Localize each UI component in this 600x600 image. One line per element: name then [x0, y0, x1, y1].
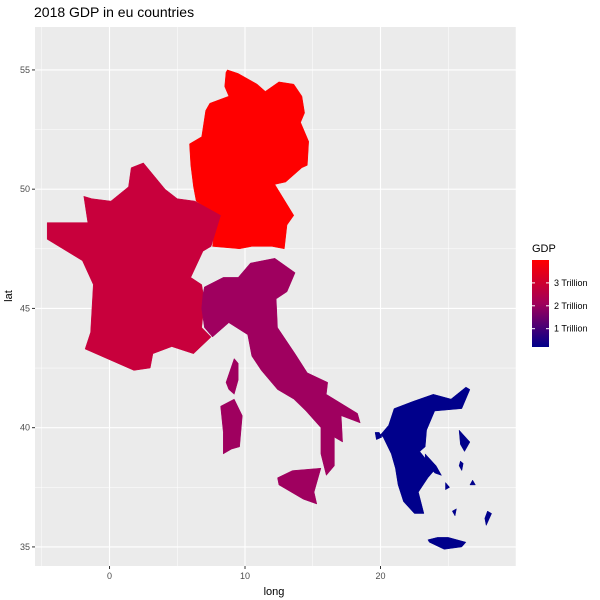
legend-break-label: 1 Trillion — [554, 324, 588, 334]
region-greece-part — [427, 537, 467, 550]
x-axis-label: long — [264, 586, 285, 598]
legend: GDP 1 Trillion 2 Trillion 3 Trillion — [532, 243, 588, 347]
legend-break-label: 2 Trillion — [554, 301, 588, 311]
y-tick-label: 55 — [20, 65, 30, 75]
region-greece-part — [458, 429, 471, 453]
y-tick-label: 35 — [20, 542, 30, 552]
region-greece-part — [424, 453, 443, 476]
country-regions — [46, 69, 492, 550]
x-tick-label: 0 — [107, 571, 112, 581]
region-greece — [380, 386, 471, 514]
y-tick-label: 45 — [20, 303, 30, 313]
chart-title: 2018 GDP in eu countries — [34, 4, 194, 20]
region-greece-part — [469, 479, 476, 486]
region-italy — [201, 258, 361, 476]
x-tick-label: 10 — [240, 571, 250, 581]
region-italy-part — [220, 398, 243, 455]
region-greece-part — [445, 481, 450, 491]
y-axis-label: lat — [3, 290, 15, 302]
region-greece-part — [451, 508, 457, 517]
region-germany — [189, 69, 309, 250]
legend-colorbar — [532, 260, 549, 347]
region-italy-part — [277, 467, 322, 505]
y-tick-label: 50 — [20, 184, 30, 194]
region-greece-part — [458, 460, 464, 472]
x-tick-label: 20 — [375, 571, 385, 581]
axis-ticks: 0 10 20 35 40 45 50 55 — [20, 65, 386, 581]
region-greece-part — [484, 510, 492, 527]
region-france — [46, 162, 221, 371]
y-tick-label: 40 — [20, 423, 30, 433]
legend-title: GDP — [532, 243, 556, 255]
region-greece-part — [374, 432, 383, 440]
region-italy-part — [225, 357, 239, 395]
legend-break-label: 3 Trillion — [554, 278, 588, 288]
